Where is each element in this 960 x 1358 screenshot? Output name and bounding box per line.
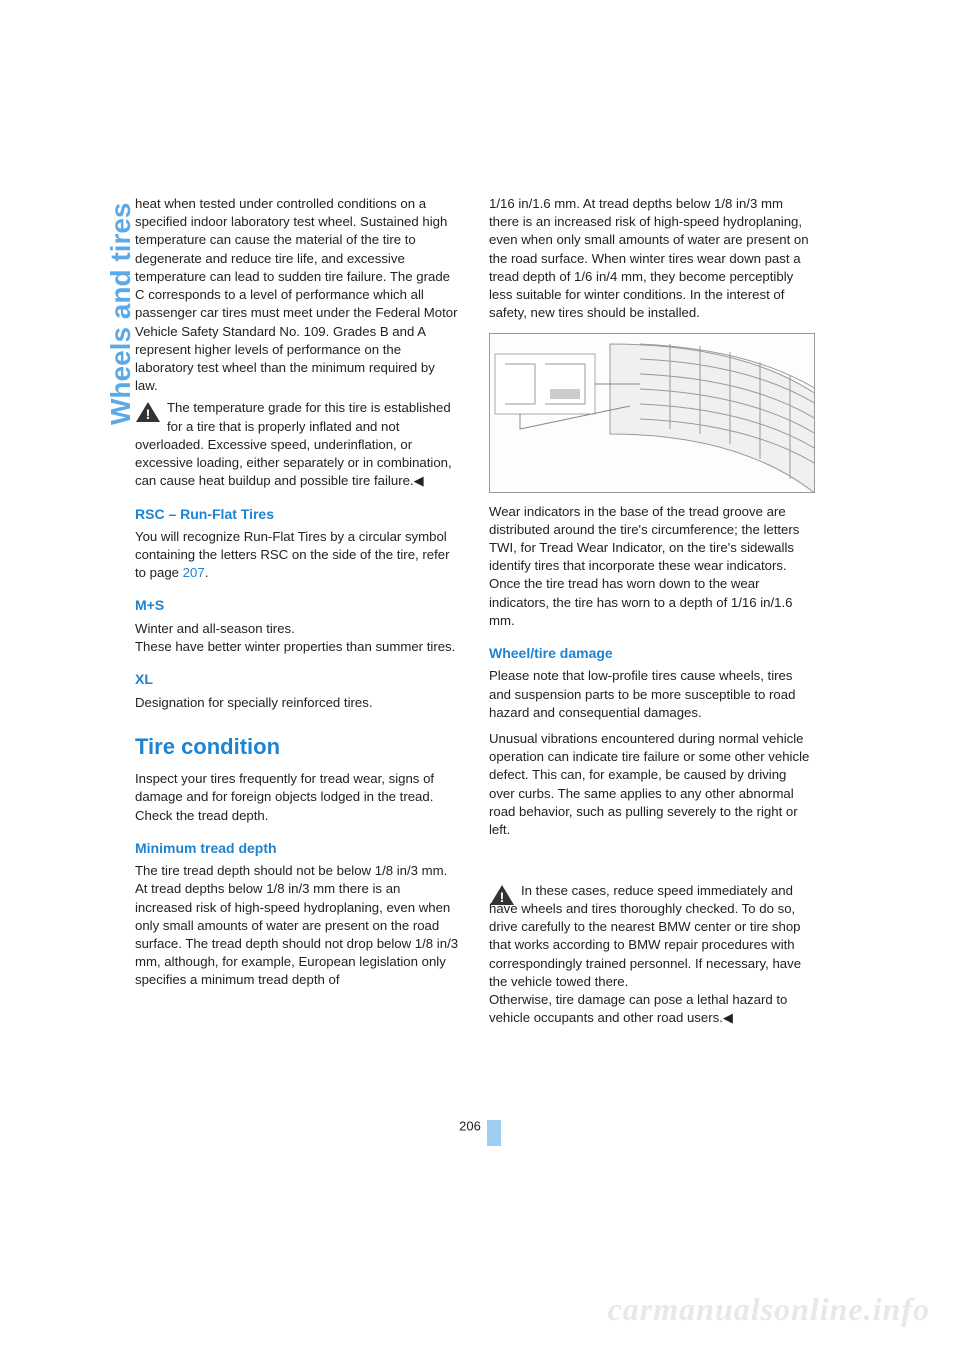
left-column: heat when tested under controlled condit… [135,195,461,1032]
page-number-area: 206 [0,1114,960,1140]
watermark: carmanualsonline.info [608,1291,930,1328]
page-content: heat when tested under controlled condit… [135,195,815,1032]
page-number: 206 [459,1118,481,1133]
body-text: 1/16 in/1.6 mm. At tread depths below 1/… [489,195,815,323]
heading-tire-condition: Tire condition [135,732,461,762]
body-text: Please note that low-profile tires cause… [489,667,815,722]
body-text: Designation for specially reinforced tir… [135,694,461,712]
heading-xl: XL [135,670,461,689]
body-text: Wear indicators in the base of the tread… [489,503,815,631]
svg-text:!: ! [146,406,151,422]
page-link[interactable]: 207 [183,565,205,580]
warning-icon: ! [135,401,161,423]
text-fragment: . [205,565,209,580]
heading-wheel-damage: Wheel/tire damage [489,644,815,663]
body-text: The tire tread depth should not be below… [135,862,461,990]
heading-min-tread: Minimum tread depth [135,839,461,858]
right-column: 1/16 in/1.6 mm. At tread depths below 1/… [489,195,815,1032]
warning-text: The temperature grade for this tire is e… [135,400,452,488]
heading-ms: M+S [135,596,461,615]
section-title: Wheels and tires [105,202,137,425]
warning-block: ! The temperature grade for this tire is… [135,399,461,490]
heading-rsc: RSC – Run-Flat Tires [135,505,461,524]
body-text: Winter and all-season tires. These have … [135,620,461,656]
tire-illustration [489,333,815,493]
warning-block: ! In these cases, reduce speed immediate… [489,845,815,1027]
body-text: You will recognize Run-Flat Tires by a c… [135,528,461,583]
warning-text: In these cases, reduce speed immediately… [489,883,801,1026]
body-text: Inspect your tires frequently for tread … [135,770,461,825]
body-text: heat when tested under controlled condit… [135,195,461,395]
body-text: Unusual vibrations encountered during no… [489,730,815,839]
page-marker [487,1120,501,1146]
warning-icon: ! [489,866,515,888]
